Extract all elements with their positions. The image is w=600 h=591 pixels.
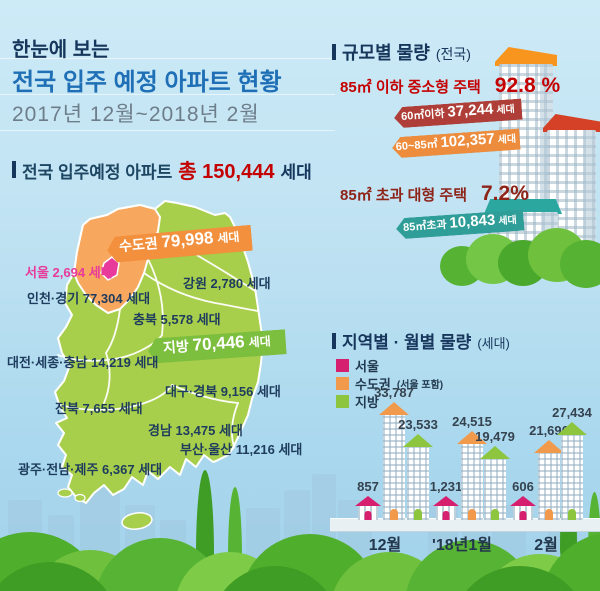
chart-title: 지역별 · 월별 물량 <box>342 333 472 352</box>
region-label-incheon-gyeonggi: 인천·경기 77,304 세대 <box>27 291 151 306</box>
bar-value-label: 606 <box>512 479 534 494</box>
small-housing-label: 85㎡ 이하 중소형 주택 <box>340 79 481 96</box>
region-label-busan-ulsan: 부산·울산 11,216 세대 <box>180 442 303 457</box>
seoul-shape <box>100 256 120 281</box>
legend-swatch-capital <box>336 377 349 390</box>
scale-section-title: 규모별 물량 <box>342 43 430 63</box>
tower-bar-capital <box>534 440 564 520</box>
page-period: 2017년 12월~2018년 2월 <box>12 103 260 126</box>
page-kicker: 한눈에 보는 <box>12 39 110 61</box>
region-label-gangwon: 강원 2,780 세대 <box>183 276 271 291</box>
large-housing-stat: 85㎡ 초과 대형 주택 7.2% <box>340 182 529 206</box>
province-borders <box>57 232 259 448</box>
tower-roof <box>457 431 487 444</box>
axis-label-january: '18년1월 <box>432 537 492 554</box>
bar-value-label: 21,696 <box>529 423 569 438</box>
legend-item-capital: 수도권 (서울 포함) <box>336 374 443 393</box>
region-label-daejeon-sejong-chungnam: 대전·세종·충남 14,219 세대 <box>7 355 159 370</box>
sw-island <box>57 488 73 498</box>
bar-value-label: 857 <box>357 479 379 494</box>
sw-island <box>74 493 86 503</box>
bar-value-label: 24,515 <box>452 414 492 429</box>
tower-roof-teal <box>484 199 562 214</box>
total-unit: 세대 <box>280 163 312 182</box>
tower-body <box>383 415 405 520</box>
divider <box>0 130 335 131</box>
axis-label-february: 2월 <box>534 537 558 554</box>
tower-roof <box>534 440 564 453</box>
scale-section-scope: (전국) <box>435 46 471 62</box>
scale-section-header: 규모별 물량 (전국) <box>332 39 471 65</box>
banner-unit: 세대 <box>216 229 241 246</box>
legend-item-seoul: 서울 <box>336 356 379 375</box>
tower-roof <box>480 446 510 459</box>
bush <box>560 240 600 288</box>
divider <box>0 94 335 95</box>
region-label-gyeongnam: 경남 13,475 세대 <box>148 423 243 438</box>
tower-body <box>407 447 429 520</box>
banner-name: 수도권 <box>118 234 159 255</box>
page-title: 전국 입주 예정 아파트 현황 <box>12 69 282 96</box>
total-value: 총 150,444 <box>178 161 275 183</box>
header-bar <box>12 161 16 178</box>
bar-value-label: 23,533 <box>398 417 438 432</box>
chart-section-header: 지역별 · 월별 물량 (세대) <box>332 328 510 353</box>
large-housing-percent: 7.2% <box>481 182 529 205</box>
tower-roof <box>557 422 587 435</box>
header-bar <box>332 332 336 349</box>
tower-bar-capital <box>379 402 409 520</box>
header-bar <box>332 44 336 60</box>
small-housing-stat: 85㎡ 이하 중소형 주택 92.8 % <box>340 74 560 98</box>
region-label-chungbuk: 충북 5,578 세대 <box>133 312 221 327</box>
banner-value: 70,446 <box>192 332 246 355</box>
tower-roof <box>379 402 409 415</box>
axis-label-december: 12월 <box>368 537 402 554</box>
chart-unit-label: (세대) <box>477 336 510 351</box>
total-label: 전국 입주예정 아파트 <box>22 163 173 182</box>
legend-swatch-local <box>336 395 349 408</box>
divider <box>0 58 335 59</box>
small-housing-percent: 92.8 % <box>494 74 561 97</box>
bar-value-label: 27,434 <box>552 405 592 420</box>
total-households-line: 전국 입주예정 아파트 총 150,444 세대 <box>12 155 312 184</box>
legend-item-local: 지방 <box>336 392 379 411</box>
region-label-daegu-gyeongbuk: 대구·경북 9,156 세대 <box>165 384 281 399</box>
chart-baseline <box>330 518 600 532</box>
region-label-jeonbuk: 전북 7,655 세대 <box>55 401 143 416</box>
large-housing-label: 85㎡ 초과 대형 주택 <box>340 187 467 204</box>
region-label-gwangju-jeonnam-jeju: 광주·전남·제주 6,367 세대 <box>18 462 163 477</box>
banner-name: 지방 <box>162 337 190 356</box>
cypress-tree <box>196 470 214 575</box>
tower-roof <box>403 434 433 447</box>
legend-swatch-seoul <box>336 359 349 372</box>
region-label-seoul: 서울 2,694 세대 <box>25 265 113 280</box>
bar-value-label: 19,479 <box>475 429 515 444</box>
banner-unit: 세대 <box>248 334 272 350</box>
jeju-island <box>121 512 153 530</box>
